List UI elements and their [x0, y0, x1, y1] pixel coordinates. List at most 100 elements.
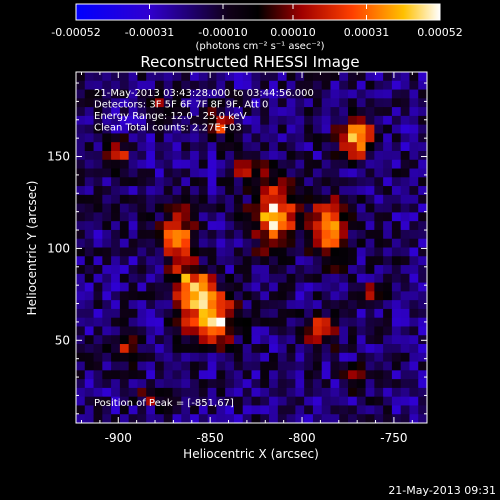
heatmap-cell: [154, 379, 165, 389]
heatmap-cell: [102, 352, 112, 362]
heatmap-cell: [348, 291, 358, 301]
heatmap-cell: [93, 221, 103, 231]
heatmap-cell: [172, 352, 182, 362]
heatmap-cell: [216, 379, 226, 389]
heatmap-cell: [365, 344, 375, 354]
heatmap-cell: [111, 72, 121, 82]
heatmap-cell: [198, 265, 209, 275]
heatmap-cell: [242, 317, 252, 327]
heatmap-cell: [119, 379, 130, 389]
heatmap-cell: [119, 186, 130, 196]
heatmap-cell: [260, 414, 270, 424]
heatmap-cell: [181, 308, 191, 319]
heatmap-cell: [111, 387, 121, 398]
heatmap-cell: [286, 300, 296, 310]
heatmap-cell: [330, 291, 340, 301]
heatmap-cell: [312, 168, 323, 178]
peak-position-label: Position of Peak = [-851,67]: [94, 398, 234, 409]
heatmap-cell: [339, 344, 349, 354]
heatmap-cell: [348, 414, 358, 424]
heatmap-cell: [356, 203, 366, 213]
heatmap-cell: [111, 379, 121, 389]
heatmap-cell: [374, 370, 384, 380]
heatmap-cell: [286, 168, 296, 178]
heatmap-cell: [260, 352, 270, 362]
heatmap-cell: [286, 115, 296, 126]
heatmap-cell: [84, 238, 94, 248]
heatmap-cell: [84, 142, 94, 152]
heatmap-cell: [391, 177, 402, 187]
heatmap-cell: [225, 317, 235, 327]
heatmap-cell: [233, 282, 244, 292]
heatmap-cell: [216, 98, 226, 108]
heatmap-cell: [146, 247, 156, 257]
heatmap-cell: [216, 308, 226, 319]
heatmap-cell: [330, 89, 340, 99]
heatmap-cell: [181, 194, 191, 205]
heatmap-cell: [339, 370, 349, 380]
heatmap-cell: [356, 89, 366, 99]
heatmap-cell: [286, 370, 296, 380]
heatmap-cell: [198, 177, 209, 187]
heatmap-cell: [128, 387, 138, 398]
heatmap-cell: [242, 370, 252, 380]
heatmap-cell: [330, 256, 340, 266]
heatmap-cell: [76, 221, 86, 231]
heatmap-cell: [304, 150, 314, 161]
heatmap-cell: [163, 133, 173, 143]
heatmap-cell: [348, 177, 358, 187]
heatmap-cell: [181, 361, 191, 371]
heatmap-cell: [172, 80, 182, 90]
heatmap-cell: [365, 203, 375, 213]
heatmap-cell: [312, 265, 323, 275]
heatmap-cell: [312, 247, 323, 257]
heatmap-cell: [172, 282, 182, 292]
heatmap-cell: [181, 177, 191, 187]
heatmap-cell: [260, 361, 270, 371]
heatmap-cell: [409, 335, 419, 345]
heatmap-cell: [321, 159, 331, 169]
heatmap-cell: [277, 80, 288, 90]
heatmap-cell: [154, 159, 165, 169]
heatmap-cell: [84, 115, 94, 126]
heatmap-cell: [84, 150, 94, 161]
heatmap-cell: [119, 115, 130, 126]
heatmap-cell: [84, 256, 94, 266]
heatmap-cell: [111, 142, 121, 152]
heatmap-cell: [260, 89, 270, 99]
heatmap-cell: [277, 300, 288, 310]
heatmap-cell: [260, 273, 270, 284]
heatmap-cell: [172, 273, 182, 284]
heatmap-cell: [93, 291, 103, 301]
heatmap-cell: [418, 80, 428, 90]
heatmap-cell: [348, 221, 358, 231]
heatmap-cell: [312, 414, 323, 424]
heatmap-cell: [383, 344, 393, 354]
heatmap-cell: [277, 194, 288, 205]
heatmap-cell: [269, 203, 279, 213]
heatmap-cell: [286, 405, 296, 415]
heatmap-cell: [356, 221, 366, 231]
heatmap-cell: [269, 256, 279, 266]
heatmap-cell: [84, 247, 94, 257]
heatmap-cell: [225, 247, 235, 257]
heatmap-cell: [163, 414, 173, 424]
heatmap-cell: [374, 335, 384, 345]
heatmap-cell: [374, 247, 384, 257]
heatmap-cell: [418, 405, 428, 415]
heatmap-cell: [418, 352, 428, 362]
heatmap-cell: [137, 282, 147, 292]
heatmap-cell: [383, 124, 393, 134]
heatmap-cell: [76, 80, 86, 90]
heatmap-cell: [128, 177, 138, 187]
heatmap-cell: [286, 72, 296, 82]
heatmap-cell: [383, 80, 393, 90]
heatmap-cell: [277, 72, 288, 82]
heatmap-cell: [356, 159, 366, 169]
heatmap-cell: [111, 150, 121, 161]
heatmap-cell: [163, 344, 173, 354]
heatmap-cell: [400, 344, 410, 354]
heatmap-cell: [277, 273, 288, 284]
heatmap-cell: [374, 177, 384, 187]
heatmap-cell: [198, 405, 209, 415]
